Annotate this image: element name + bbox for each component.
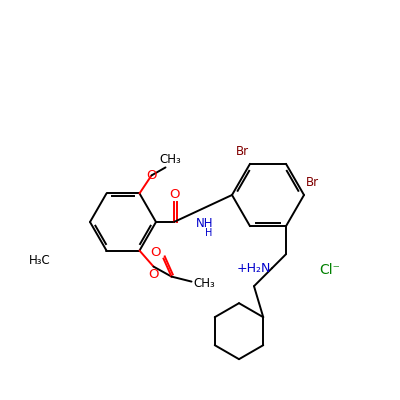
Text: CH₃: CH₃ bbox=[194, 277, 215, 290]
Text: Cl⁻: Cl⁻ bbox=[320, 263, 340, 277]
Text: H₃C: H₃C bbox=[29, 254, 51, 266]
Text: +H₂N: +H₂N bbox=[237, 262, 271, 275]
Text: O: O bbox=[146, 169, 157, 182]
Text: CH₃: CH₃ bbox=[160, 153, 181, 166]
Text: O: O bbox=[169, 188, 179, 200]
Text: O: O bbox=[148, 268, 159, 281]
Text: Br: Br bbox=[236, 145, 248, 158]
Text: NH: NH bbox=[196, 217, 214, 230]
Text: H: H bbox=[205, 228, 213, 238]
Text: Br: Br bbox=[306, 176, 318, 190]
Text: O: O bbox=[150, 246, 161, 259]
